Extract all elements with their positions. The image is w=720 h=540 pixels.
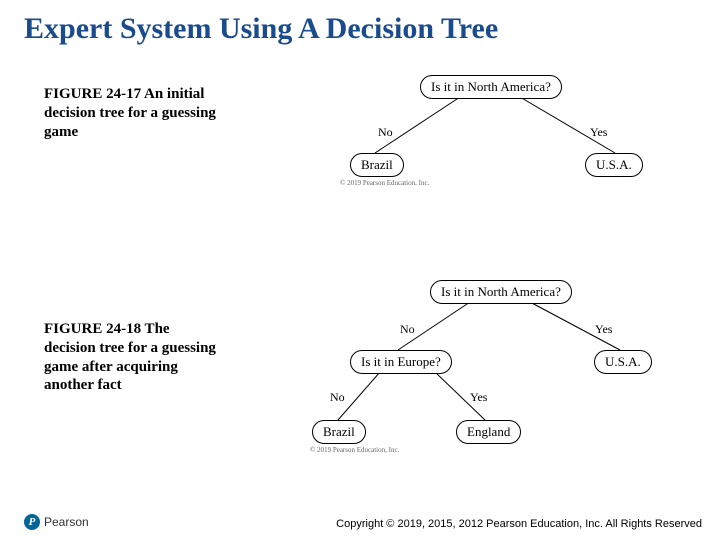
tree1-attribution: © 2019 Pearson Education, Inc. xyxy=(340,179,429,187)
tree1-root-node: Is it in North America? xyxy=(420,75,562,99)
figure-24-17-caption: FIGURE 24-17 An initial decision tree fo… xyxy=(44,85,224,141)
tree1-edge-no: No xyxy=(378,125,393,140)
tree2-leaf-usa: U.S.A. xyxy=(594,350,652,374)
figure-24-18-caption: FIGURE 24-18 The decision tree for a gue… xyxy=(44,320,224,395)
decision-tree-2: Is it in North America? No Yes Is it in … xyxy=(310,280,700,480)
tree2-mid-edge-yes: Yes xyxy=(470,390,487,405)
tree2-mid-node: Is it in Europe? xyxy=(350,350,452,374)
decision-tree-1: Is it in North America? No Yes Brazil U.… xyxy=(320,75,680,205)
tree1-leaf-usa: U.S.A. xyxy=(585,153,643,177)
tree2-root-node: Is it in North America? xyxy=(430,280,572,304)
tree2-attribution: © 2019 Pearson Education, Inc. xyxy=(310,446,399,454)
publisher-logo: P Pearson xyxy=(24,514,89,530)
publisher-name: Pearson xyxy=(44,515,89,529)
tree2-edge-no: No xyxy=(400,322,415,337)
tree2-edge-yes: Yes xyxy=(595,322,612,337)
pearson-p-icon: P xyxy=(24,514,40,530)
tree2-mid-edge-no: No xyxy=(330,390,345,405)
copyright-footer: Copyright © 2019, 2015, 2012 Pearson Edu… xyxy=(336,518,702,530)
tree2-leaf-england: England xyxy=(456,420,521,444)
tree2-leaf-brazil: Brazil xyxy=(312,420,366,444)
tree1-leaf-brazil: Brazil xyxy=(350,153,404,177)
tree1-edge-yes: Yes xyxy=(590,125,607,140)
page-title: Expert System Using A Decision Tree xyxy=(0,0,720,46)
